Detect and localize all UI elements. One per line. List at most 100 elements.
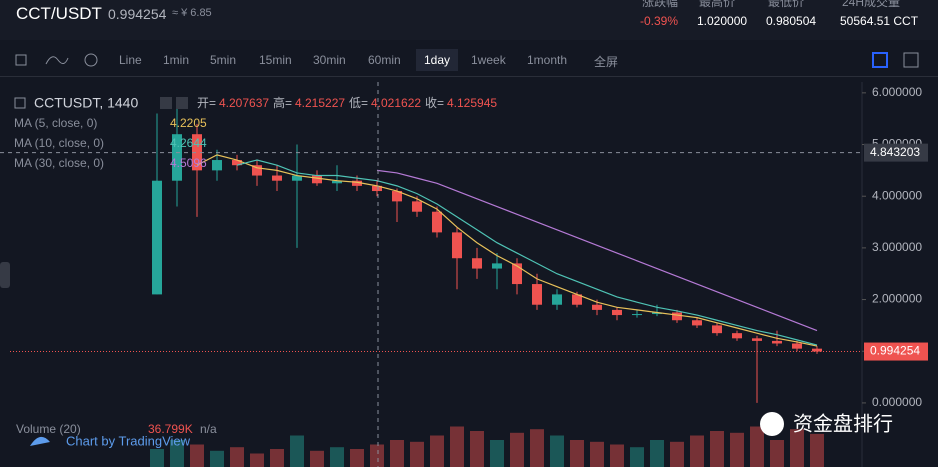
ohlc-key: 低=: [349, 96, 368, 110]
volume-bar: [470, 431, 484, 467]
volume-bar: [210, 450, 224, 467]
crosshair-label: 4.843203: [870, 145, 920, 159]
candle-body: [352, 180, 362, 186]
volume-bar: [430, 435, 444, 467]
wechat-icon: [760, 412, 784, 436]
candle-body: [812, 348, 822, 352]
candle-body: [492, 263, 502, 269]
ma-name: MA (30, close, 0): [14, 156, 104, 170]
volume-bar: [790, 429, 804, 467]
candle-body: [472, 258, 482, 269]
toolbar-item[interactable]: 1day: [416, 49, 459, 71]
ohlc-value: 4.215227: [295, 96, 345, 110]
candle-body: [692, 320, 702, 326]
stat-value: -0.39%: [640, 14, 679, 28]
candle-body: [732, 333, 742, 339]
ma-name: MA (10, close, 0): [14, 136, 104, 150]
candle-body: [272, 175, 282, 181]
ma-value: 4.2205: [170, 116, 207, 130]
volume-bar: [230, 447, 244, 467]
volume-bar: [330, 447, 344, 467]
y-tick-label: 3.000000: [872, 240, 922, 254]
header: CCT/USDT 0.994254 ≈ ¥ 6.85 涨跌幅 -0.39% 最高价 1…: [0, 0, 938, 40]
candle-body: [572, 294, 582, 305]
candle-body: [252, 165, 262, 176]
branding: Chart by TradingView: [66, 433, 191, 448]
volume-bar: [610, 444, 624, 467]
volume-bar: [670, 441, 684, 467]
toolbar-item[interactable]: 全屏: [594, 55, 619, 69]
legend-btn: [176, 97, 188, 109]
candle-body: [552, 294, 562, 305]
toolbar-item[interactable]: 1min: [163, 53, 190, 67]
candle-body: [612, 309, 622, 316]
candle-body: [672, 312, 682, 321]
volume-bar: [370, 444, 384, 467]
stat-label: 最低价: [768, 0, 805, 9]
cny: ≈ ¥ 6.85: [172, 7, 212, 19]
ohlc-key: 开=: [197, 96, 216, 110]
volume-na: n/a: [200, 422, 217, 436]
volume-bar: [630, 447, 644, 467]
tv-logo: [30, 436, 50, 446]
volume-bar: [450, 426, 464, 467]
candle-body: [592, 304, 602, 310]
symbol: CCT/USDT: [16, 4, 102, 23]
toolbar-item[interactable]: 15min: [259, 53, 292, 67]
stat-label: 24H成交量: [842, 0, 901, 9]
volume-bar: [530, 429, 544, 467]
candle-body: [752, 338, 762, 341]
icon: [903, 52, 919, 68]
candle-body: [432, 211, 442, 233]
candle-body: [772, 340, 782, 344]
ma-line: [196, 154, 818, 347]
candle-body: [652, 312, 662, 315]
symbol-label: CCTUSDT, 1440: [34, 95, 138, 111]
toolbar-item[interactable]: 5min: [210, 53, 237, 67]
ohlc-key: 高=: [273, 95, 292, 110]
volume-bar: [590, 441, 604, 467]
toolbar-item[interactable]: 1month: [527, 53, 568, 67]
volume-bar: [350, 449, 364, 467]
legend-btn: [160, 97, 172, 109]
candle-body: [632, 314, 642, 316]
candle-body: [792, 343, 802, 349]
ma-value: 4.5096: [170, 156, 207, 170]
volume-bar: [390, 440, 404, 467]
toolbar-item[interactable]: 30min: [313, 53, 346, 67]
volume-bar: [750, 426, 764, 467]
toolbar-item[interactable]: 1week: [471, 53, 506, 67]
candle-body: [192, 134, 202, 171]
y-tick-label: 4.000000: [872, 188, 922, 202]
volume-bar: [770, 440, 784, 467]
volume-bar: [410, 441, 424, 467]
volume-bar: [550, 435, 564, 467]
candle-body: [172, 134, 182, 181]
candle-body: [212, 160, 222, 171]
stat-label: 涨跌幅: [642, 0, 679, 9]
y-tick-label: 0.000000: [872, 395, 922, 409]
toolbar-item[interactable]: 60min: [368, 53, 401, 67]
candle-body: [712, 325, 722, 334]
stat-value: 50564.51 CCT: [840, 14, 919, 28]
ma-name: MA (5, close, 0): [14, 116, 97, 130]
last-price-bg: [864, 342, 928, 361]
toolbar-item[interactable]: Line: [119, 53, 142, 67]
candle-body: [412, 201, 422, 212]
icon: [84, 53, 98, 67]
toolbar: Line 1min 5min 15min 30min 60min 1day 1week 1mon…: [0, 44, 938, 77]
candle-body: [392, 191, 402, 202]
candle-body: [532, 284, 542, 305]
y-tick-label: 6.000000: [872, 85, 922, 99]
candle-body: [292, 175, 302, 181]
volume-bar: [650, 440, 664, 467]
volume-value: 36.799K: [148, 422, 193, 436]
stat-label: 最高价: [699, 0, 736, 9]
ma-line: [236, 159, 818, 346]
ma-value: 4.2644: [170, 136, 207, 150]
side-handle: [0, 262, 10, 288]
candle-body: [372, 185, 382, 192]
icon: [15, 54, 27, 66]
